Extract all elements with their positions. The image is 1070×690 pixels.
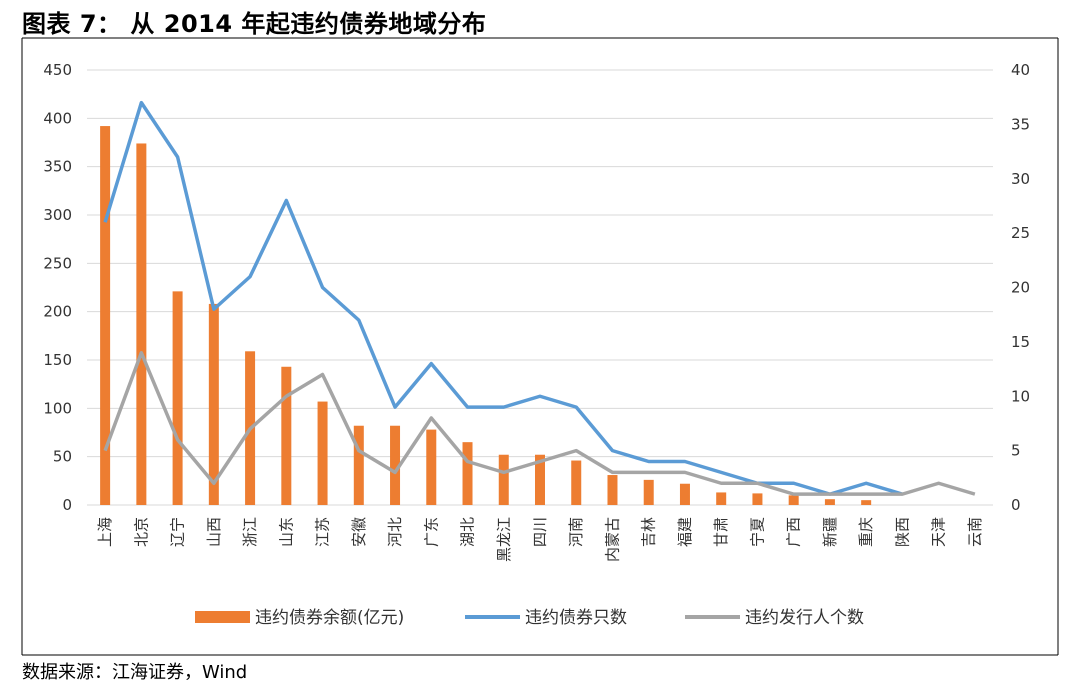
chart-title: 图表 7： 从 2014 年起违约债券地域分布: [22, 10, 487, 38]
bar: [571, 460, 582, 505]
y-right-axis: 0 5 10 15 20 25 30 35 40: [1011, 61, 1030, 514]
bar: [498, 454, 509, 505]
legend: 违约债券余额(亿元) 违约债券只数 违约发行人个数: [195, 608, 864, 628]
y-right-tick-label: 35: [1011, 115, 1030, 133]
bar: [208, 303, 219, 505]
y-left-tick-label: 350: [43, 158, 72, 176]
x-tick-label: 宁夏: [748, 517, 766, 547]
x-tick-label: 湖北: [459, 517, 477, 547]
y-left-tick-label: 50: [53, 448, 72, 466]
x-tick-label: 云南: [966, 517, 984, 547]
y-right-tick-label: 25: [1011, 224, 1030, 242]
y-left-tick-label: 100: [43, 399, 72, 417]
bar: [317, 401, 328, 505]
y-left-tick-label: 0: [62, 496, 72, 514]
bar: [172, 291, 183, 505]
legend-label: 违约发行人个数: [745, 608, 864, 628]
bar: [716, 492, 727, 505]
x-tick-label: 甘肃: [712, 517, 730, 547]
x-axis: 上海 北京 辽宁 山西 浙江 山东 江苏 安徽 河北 广东 湖北 黑龙江 四川 河南 内蒙古 吉林 福建 甘肃 宁夏…: [96, 517, 984, 562]
bar: [390, 425, 401, 505]
x-tick-label: 河北: [386, 517, 404, 547]
y-left-tick-label: 400: [43, 109, 72, 127]
y-left-tick-label: 250: [43, 254, 72, 272]
x-tick-label: 天津: [930, 517, 948, 547]
bar: [788, 495, 799, 505]
x-tick-label: 山东: [277, 517, 295, 547]
y-right-tick-label: 5: [1011, 442, 1021, 460]
x-tick-label: 新疆: [821, 517, 839, 547]
y-left-tick-label: 300: [43, 206, 72, 224]
legend-label: 违约债券余额(亿元): [255, 608, 404, 628]
y-right-tick-label: 10: [1011, 387, 1030, 405]
bar: [136, 143, 147, 505]
x-tick-label: 上海: [96, 517, 114, 547]
bar: [679, 483, 690, 505]
x-tick-label: 河南: [567, 517, 585, 547]
lines: [103, 100, 976, 496]
bar: [607, 475, 618, 505]
legend-swatch: [195, 611, 250, 623]
x-tick-label: 江苏: [314, 517, 332, 547]
y-right-tick-label: 20: [1011, 279, 1030, 297]
y-right-tick-label: 30: [1011, 170, 1030, 188]
source-note: 数据来源：江海证券，Wind: [22, 662, 248, 683]
y-right-tick-label: 0: [1011, 496, 1021, 514]
x-tick-label: 辽宁: [169, 517, 187, 547]
y-left-tick-label: 450: [43, 61, 72, 79]
series-line: [103, 351, 976, 496]
x-tick-label: 山西: [205, 517, 223, 547]
y-left-axis: 0 50 100 150 200 250 300 350 400 450: [43, 61, 72, 514]
x-tick-label: 浙江: [241, 517, 259, 547]
x-tick-label: 广东: [422, 517, 440, 547]
bar: [281, 366, 292, 505]
bar: [752, 493, 763, 505]
x-tick-label: 四川: [531, 517, 549, 547]
bar: [824, 499, 835, 505]
bar: [426, 429, 437, 505]
x-tick-label: 内蒙古: [603, 517, 621, 562]
x-tick-label: 重庆: [857, 517, 875, 547]
y-left-tick-label: 150: [43, 351, 72, 369]
x-tick-label: 陕西: [893, 517, 911, 547]
bar: [462, 442, 473, 505]
bar: [643, 479, 654, 505]
bar: [353, 425, 364, 505]
y-left-tick-label: 200: [43, 303, 72, 321]
series-line: [103, 100, 903, 496]
legend-label: 违约债券只数: [525, 608, 627, 628]
x-tick-label: 广西: [785, 517, 803, 547]
bar: [100, 126, 111, 506]
x-tick-label: 黑龙江: [495, 517, 513, 562]
x-tick-label: 吉林: [640, 517, 658, 547]
x-tick-label: 北京: [132, 517, 150, 547]
y-right-tick-label: 40: [1011, 61, 1030, 79]
x-tick-label: 安徽: [350, 517, 368, 547]
bars: [100, 126, 872, 506]
x-tick-label: 福建: [676, 517, 694, 547]
y-right-tick-label: 15: [1011, 333, 1030, 351]
bar: [861, 500, 872, 505]
gridlines: [87, 69, 993, 506]
bar: [535, 454, 545, 505]
